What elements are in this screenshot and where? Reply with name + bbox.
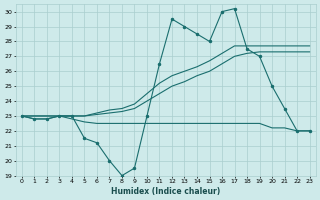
X-axis label: Humidex (Indice chaleur): Humidex (Indice chaleur) [111,187,220,196]
